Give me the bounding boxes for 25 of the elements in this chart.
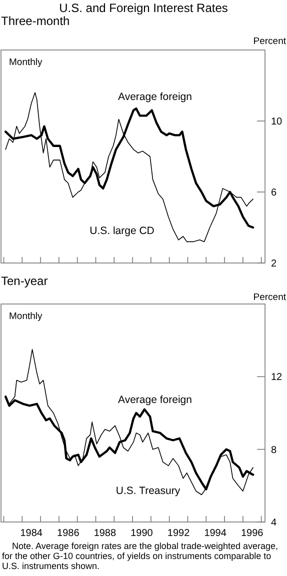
y-tick-label: 12 [271, 372, 283, 384]
x-tick-label: 1992 [167, 528, 190, 539]
chart-subtitle: Ten-year [1, 274, 48, 288]
annotation: Monthly [9, 311, 43, 322]
x-tick-label: 1986 [57, 528, 80, 539]
y-tick-label: 6 [271, 188, 277, 198]
x-tick-label: 1990 [130, 528, 154, 539]
series-label: U.S. Treasury [116, 485, 181, 497]
y-tick-label: 4 [271, 518, 277, 528]
series-label: U.S. large CD [90, 225, 155, 237]
x-tick-label: 1988 [94, 528, 117, 539]
series-label: Average foreign [118, 394, 192, 406]
y-axis-title: Percent [253, 36, 286, 47]
text: Note. Average foreign rates are the global trade-weighted average, for the other G-10 countries, of yields on instruments comparable to U.S. instruments shown. [2, 541, 278, 571]
x-tick-label: 1984 [20, 528, 43, 539]
x-tick-label: 1994 [204, 528, 227, 539]
y-axis-title: Percent [253, 292, 286, 303]
y-tick-label: 8 [271, 444, 277, 456]
chart-subtitle: Three-month [1, 14, 70, 28]
y-tick-label: 10 [271, 116, 283, 128]
y-tick-label: 2 [271, 258, 277, 270]
annotation: Monthly [9, 57, 43, 68]
series-label: Average foreign [118, 91, 192, 103]
x-tick-label: 1996 [240, 528, 264, 539]
chart-title: U.S. and Foreign Interest Rates [59, 1, 228, 15]
